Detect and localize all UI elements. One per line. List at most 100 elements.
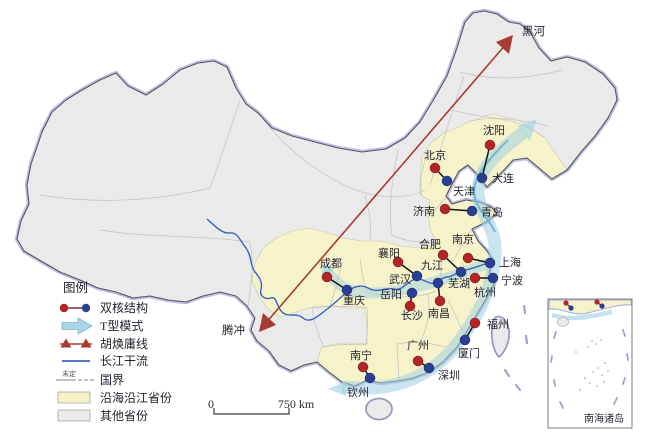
city-label-nanchang: 南昌 [428, 307, 450, 320]
city-labels: 黑河 腾冲 沈阳 大连 北京 天津 济南 青岛 南京 上海 合肥 芜湖 杭州 宁… [222, 25, 545, 399]
inset-city-dots [563, 299, 605, 311]
core-city-dot [484, 139, 496, 151]
legend-title: 图例 [63, 281, 88, 295]
core-city-dot [439, 203, 451, 215]
port-city-dot [341, 284, 353, 296]
pair-chengdu-chongqing [321, 271, 353, 296]
pair-jinan-qingdao [439, 203, 478, 217]
core-city-dot [469, 272, 481, 284]
coastal-band-arrowhead-north [518, 119, 537, 141]
city-label-tengchong: 腾冲 [222, 323, 245, 337]
city-label-changsha: 长沙 [401, 309, 423, 322]
sea-dash-marks [503, 304, 529, 392]
hu-line-arrowhead-north [496, 35, 513, 54]
port-city-dot [406, 287, 418, 299]
pair-hefei-wuhu [437, 249, 467, 278]
coastal-band-arrowhead-south [328, 381, 346, 396]
inset-coast-land [548, 299, 632, 315]
legend: 图例 双核结构 T型模式 胡焕庸线 长江干流 未定 国界 沿海沿江省份 其他省份 [56, 281, 172, 423]
city-label-qingdao: 青岛 [481, 205, 503, 219]
legend-label-boundary: 国界 [100, 373, 124, 387]
city-label-ningbo: 宁波 [501, 273, 523, 287]
inset-islands [575, 339, 609, 391]
pair-changsha-yueyang [404, 287, 418, 312]
city-label-wuhan: 武汉 [389, 273, 411, 286]
city-label-qinzhou: 钦州 [347, 386, 369, 399]
inset-title: 南海诸岛 [584, 412, 624, 425]
city-label-fuzhou: 福州 [487, 317, 509, 331]
city-label-tianjin: 天津 [453, 185, 475, 198]
legend-symbol-t-model-arrow [61, 317, 93, 335]
port-city-dot [432, 277, 444, 289]
legend-symbol-coastal-provinces [57, 391, 91, 404]
core-city-dot [462, 252, 474, 264]
city-label-shenyang: 沈阳 [483, 123, 505, 137]
pair-guangzhou-shenzhen [412, 355, 435, 374]
port-city-dot [455, 266, 467, 278]
city-label-jiujiang: 九江 [421, 259, 443, 272]
core-city-dot [412, 355, 424, 367]
core-city-dot [434, 295, 446, 307]
core-city-dot [429, 162, 441, 174]
core-city-dot [392, 256, 404, 268]
scale-bar: 0 750 km [208, 397, 315, 415]
city-label-yueyang: 岳阳 [380, 288, 402, 301]
port-city-dot [364, 372, 376, 384]
pair-beijing-tianjin [429, 162, 453, 187]
legend-undetermined-label: 未定 [62, 369, 76, 378]
legend-symbol-other-provinces [57, 409, 91, 422]
south-china-sea-inset: 南海诸岛 [547, 298, 633, 429]
core-city-dot [437, 249, 449, 261]
legend-symbol-hu-line [60, 338, 92, 348]
core-city-dot [321, 271, 333, 283]
inset-hainan [557, 317, 569, 327]
legend-label-dual-core: 双核结构 [100, 300, 148, 315]
city-label-xiangyang: 襄阳 [378, 246, 400, 260]
inset-t-band [551, 309, 613, 321]
pair-xiangyang-wuhan [392, 256, 423, 282]
pair-nanchang-jiujiang [432, 277, 446, 307]
port-city-dot [459, 334, 471, 346]
national-boundary [16, 10, 618, 387]
legend-label-coastal-provinces: 沿海沿江省份 [100, 390, 172, 405]
port-city-dot [423, 362, 435, 374]
city-label-wuhu: 芜湖 [448, 276, 470, 290]
legend-label-t-model: T型模式 [100, 319, 143, 333]
city-label-heihe: 黑河 [522, 25, 545, 38]
legend-symbol-boundary: 未定 [56, 369, 96, 381]
city-label-xiamen: 厦门 [458, 346, 480, 360]
city-label-guangzhou: 广州 [407, 339, 429, 352]
scale-max-label: 750 km [278, 397, 315, 411]
city-label-shenzhen: 深圳 [438, 369, 460, 382]
city-label-chengdu: 成都 [320, 257, 342, 270]
port-city-dot [411, 270, 423, 282]
port-city-dot [487, 272, 499, 284]
hainan-island [365, 397, 393, 421]
city-label-nanjing: 南京 [452, 232, 474, 246]
pair-hangzhou-ningbo [469, 272, 499, 284]
city-label-nanning: 南宁 [350, 348, 372, 362]
taiwan-island [490, 315, 511, 359]
pair-fuzhou-xiamen [459, 317, 481, 346]
pair-shenyang-dalian [476, 139, 496, 184]
legend-label-yangtze: 长江干流 [100, 354, 148, 368]
pair-nanjing-shanghai [462, 252, 496, 269]
port-city-dot [441, 175, 453, 187]
city-label-jinan: 济南 [413, 204, 435, 218]
legend-label-other-provinces: 其他省份 [100, 409, 148, 423]
port-city-dot [476, 172, 488, 184]
city-label-hefei: 合肥 [419, 237, 441, 251]
city-label-chongqing: 重庆 [343, 293, 365, 307]
core-city-dot [357, 361, 369, 373]
province-borders [39, 69, 563, 382]
core-city-dot [404, 300, 416, 312]
core-city-dot [469, 317, 481, 329]
bohai-band-core-line [472, 139, 509, 233]
hu-line-arrowhead-south [259, 313, 276, 332]
legend-symbol-dual-core [59, 303, 91, 313]
city-label-shanghai: 上海 [499, 255, 521, 269]
city-label-beijing: 北京 [424, 148, 446, 162]
dual-core-pairs [321, 139, 499, 384]
city-label-hangzhou: 杭州 [474, 285, 496, 299]
